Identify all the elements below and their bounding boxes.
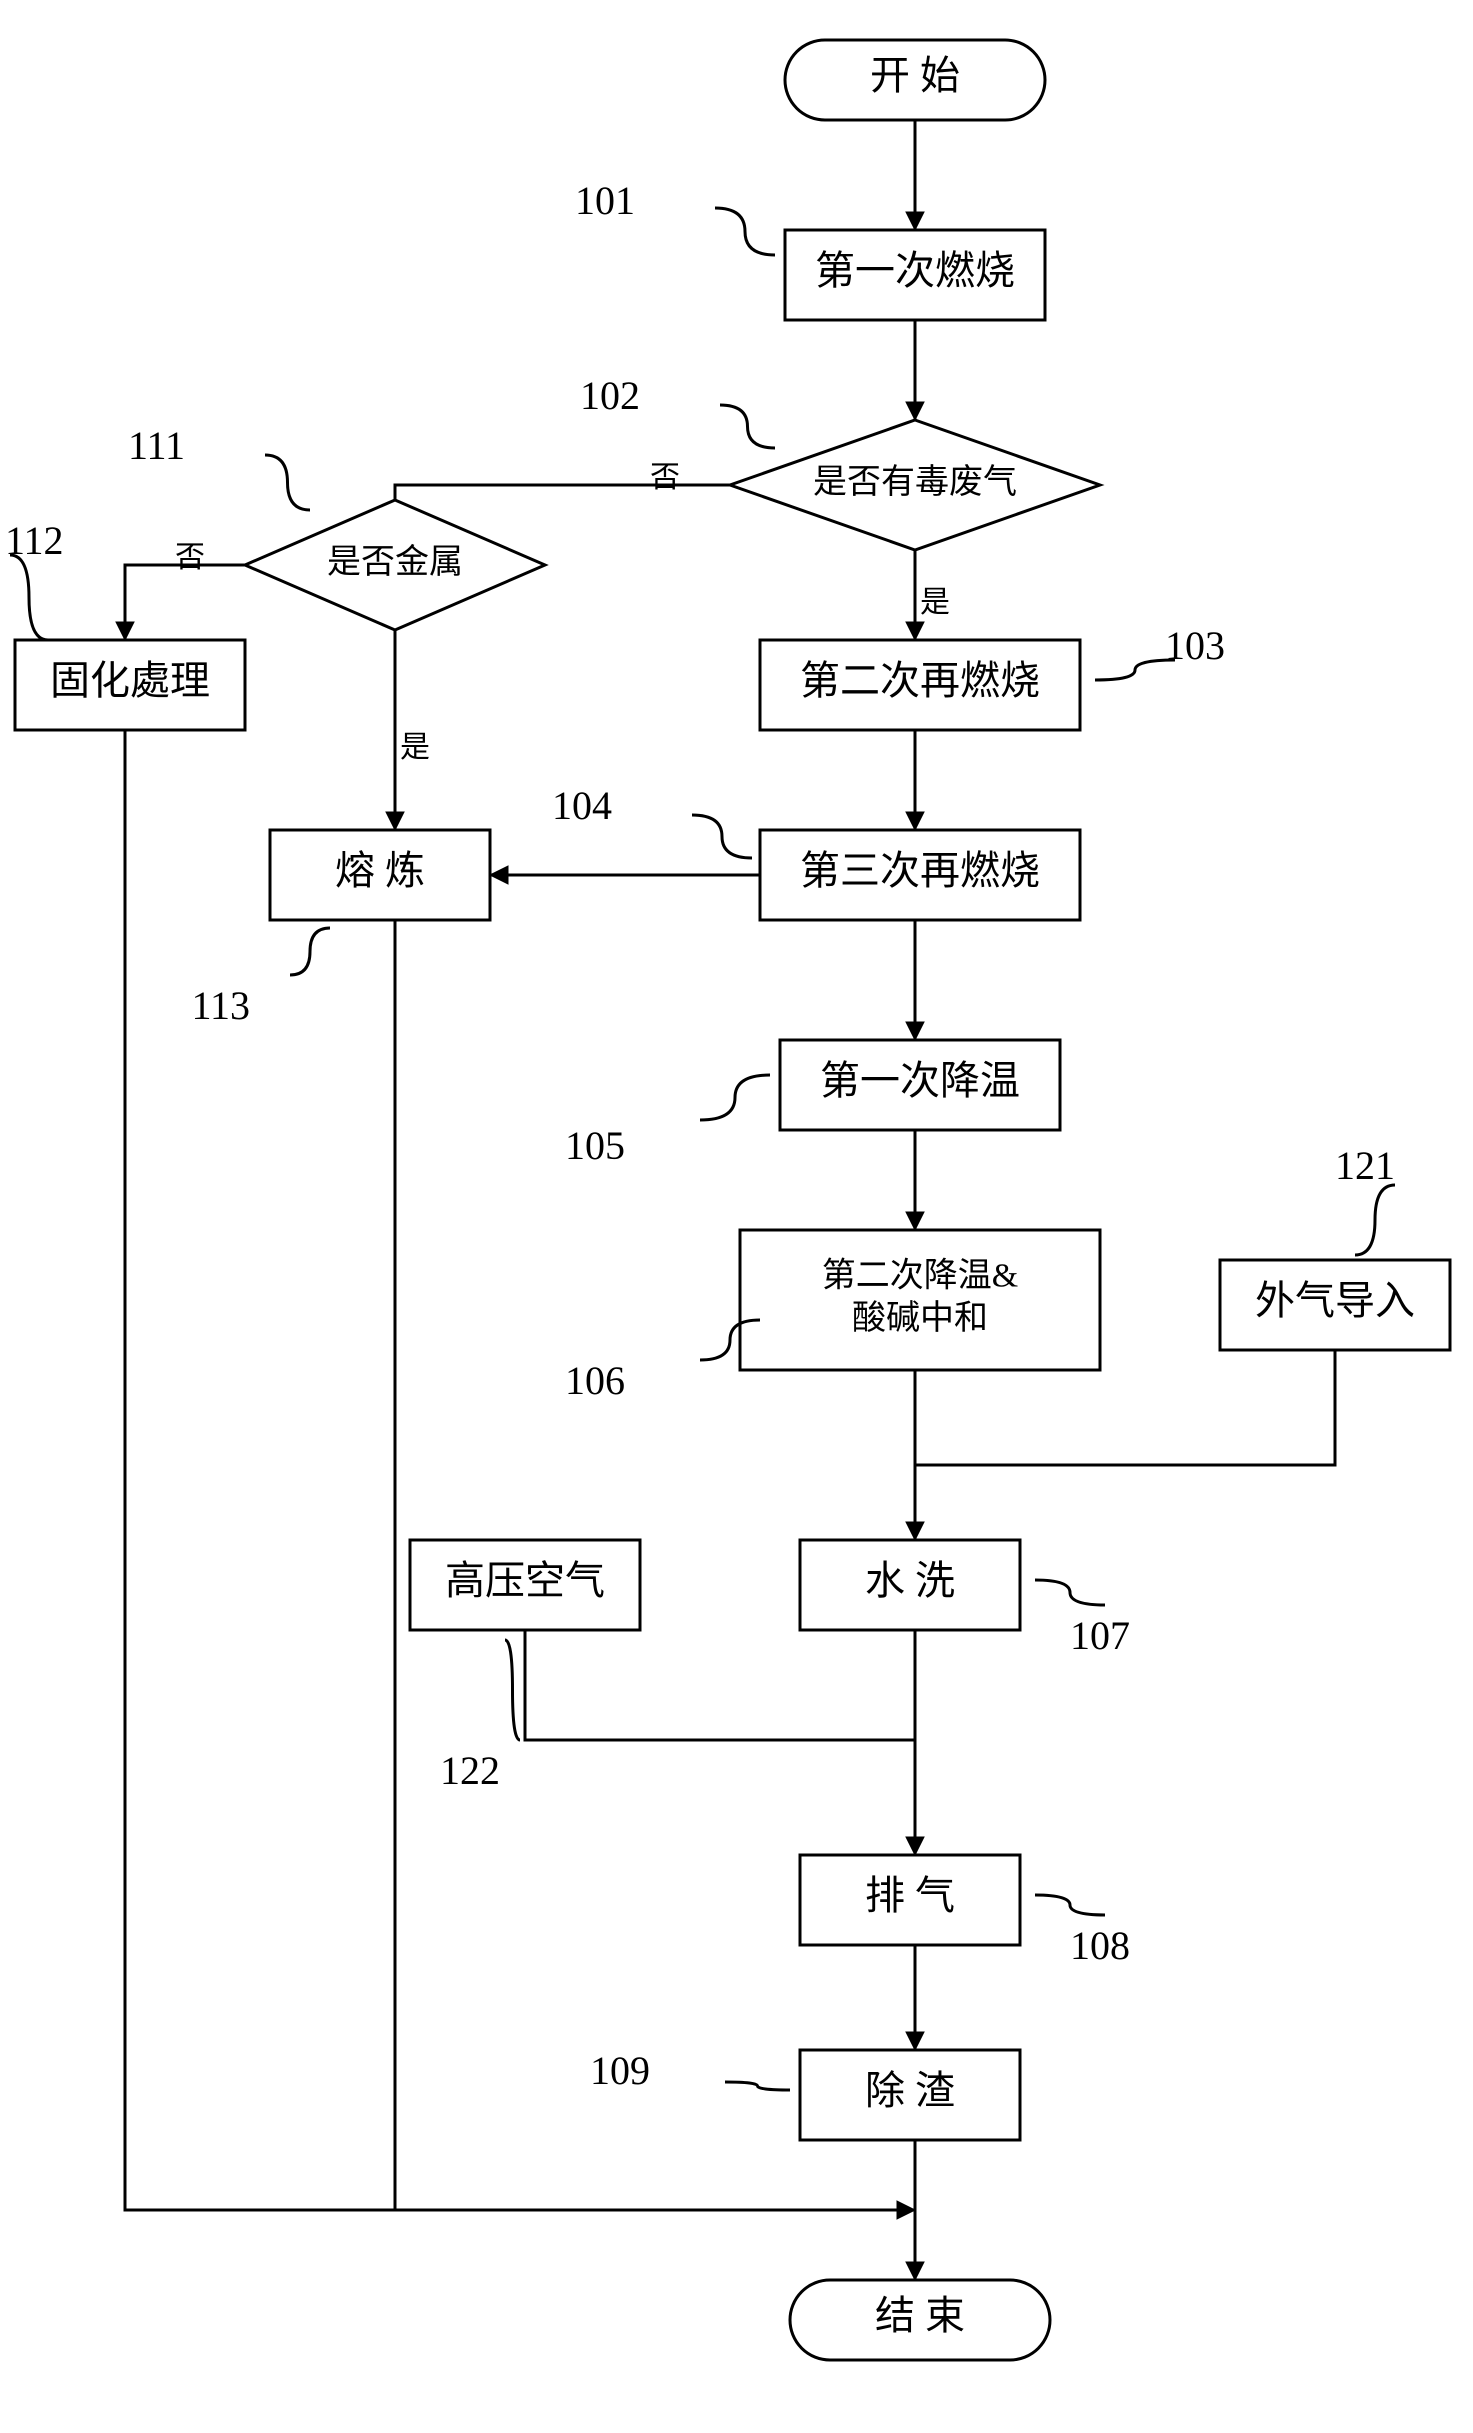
node-n103: 第二次再燃烧 [760, 640, 1080, 730]
node-end-label: 结 束 [875, 2293, 965, 2338]
callout-106: 106 [565, 1358, 625, 1403]
node-n109-label: 除 渣 [865, 2068, 955, 2113]
node-n106-label-0: 第二次降温& [822, 1257, 1018, 1295]
callout-111: 111 [128, 423, 185, 468]
node-n112-label: 固化處理 [50, 658, 210, 703]
edge-4-label: 否 [175, 541, 205, 574]
node-d111-label: 是否金属 [327, 543, 463, 581]
callout-104: 104 [552, 783, 612, 828]
node-n112: 固化處理 [15, 640, 245, 730]
node-n101: 第一次燃烧 [785, 230, 1045, 320]
callout-103: 103 [1165, 623, 1225, 668]
node-n107: 水 洗 [800, 1540, 1020, 1630]
node-n104-label: 第三次再燃烧 [800, 848, 1040, 893]
edge-3-label: 是 [920, 586, 950, 619]
node-n121-label: 外气导入 [1255, 1278, 1415, 1323]
node-n113-label: 熔 炼 [335, 848, 425, 893]
node-d111: 是否金属 [245, 500, 545, 630]
callout-101: 101 [575, 178, 635, 223]
node-n106-label-1: 酸碱中和 [852, 1299, 988, 1337]
node-n108-label: 排 气 [865, 1873, 955, 1918]
node-n122-label: 高压空气 [445, 1558, 605, 1603]
node-n108: 排 气 [800, 1855, 1020, 1945]
node-n121: 外气导入 [1220, 1260, 1450, 1350]
callout-109: 109 [590, 2048, 650, 2093]
node-n101-label: 第一次燃烧 [815, 248, 1015, 293]
node-n105: 第一次降温 [780, 1040, 1060, 1130]
edge-2-label: 否 [650, 461, 680, 494]
callout-108: 108 [1070, 1923, 1130, 1968]
node-n113: 熔 炼 [270, 830, 490, 920]
node-n104: 第三次再燃烧 [760, 830, 1080, 920]
node-start-label: 开 始 [870, 53, 960, 98]
node-d102: 是否有毒废气 [730, 420, 1100, 550]
callout-113: 113 [191, 983, 250, 1028]
node-n109: 除 渣 [800, 2050, 1020, 2140]
node-end: 结 束 [790, 2280, 1050, 2360]
node-n106: 第二次降温&酸碱中和 [740, 1230, 1100, 1370]
node-n105-label: 第一次降温 [820, 1058, 1020, 1103]
node-n122: 高压空气 [410, 1540, 640, 1630]
callout-105: 105 [565, 1123, 625, 1168]
callout-112: 112 [5, 518, 64, 563]
edge-5-label: 是 [400, 731, 430, 764]
callout-102: 102 [580, 373, 640, 418]
node-n103-label: 第二次再燃烧 [800, 658, 1040, 703]
node-d102-label: 是否有毒废气 [813, 463, 1017, 501]
callout-122: 122 [440, 1748, 500, 1793]
callout-107: 107 [1070, 1613, 1130, 1658]
node-n107-label: 水 洗 [865, 1558, 955, 1603]
callout-121: 121 [1335, 1143, 1395, 1188]
node-start: 开 始 [785, 40, 1045, 120]
